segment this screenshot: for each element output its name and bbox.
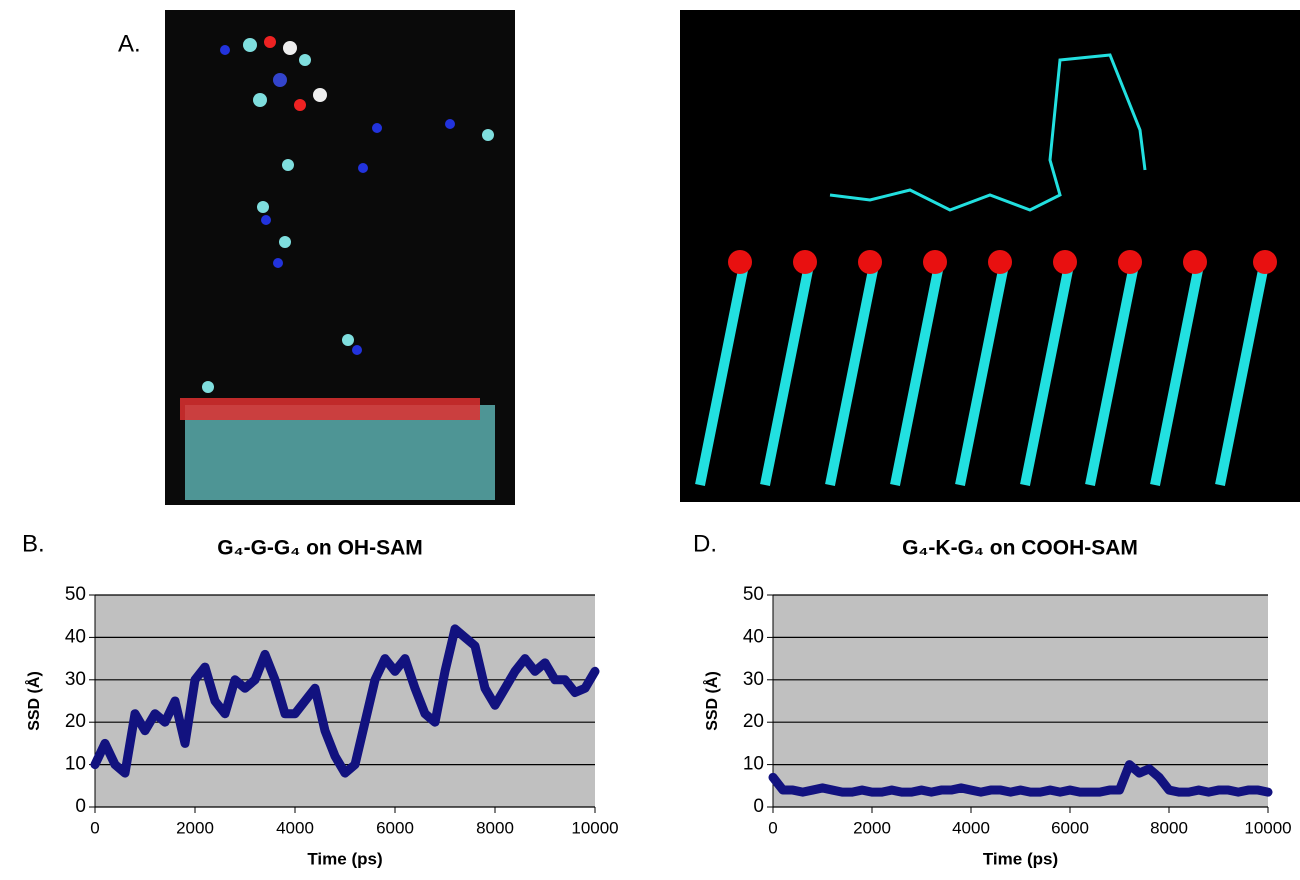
data-line [90, 624, 600, 778]
y-tick-label: 50 [743, 584, 764, 605]
x-tick-label: 0 [90, 818, 99, 837]
data-line [768, 760, 1273, 797]
x-axis-label: Time (ps) [983, 849, 1058, 868]
x-tick-label: 0 [768, 818, 777, 837]
molecule-render-a [180, 36, 495, 500]
x-tick-label: 10000 [1244, 818, 1291, 837]
y-tick-label: 30 [65, 669, 86, 690]
plot-area [773, 595, 1268, 807]
x-tick-label: 6000 [1051, 818, 1089, 837]
x-tick-label: 6000 [376, 818, 414, 837]
y-tick-label: 0 [753, 796, 764, 817]
x-tick-label: 4000 [276, 818, 314, 837]
y-tick-label: 10 [743, 754, 764, 775]
x-tick-label: 2000 [853, 818, 891, 837]
y-axis-label: SSD (Å) [702, 671, 721, 731]
sam-headgroups [728, 250, 1277, 274]
chart-title: G₄-K-G₄ on COOH-SAM [902, 537, 1138, 560]
y-tick-label: 20 [743, 711, 764, 732]
y-tick-label: 50 [65, 584, 86, 605]
y-tick-label: 40 [65, 626, 86, 647]
y-tick-label: 0 [75, 796, 86, 817]
x-axis-label: Time (ps) [307, 849, 382, 868]
y-tick-label: 30 [743, 669, 764, 690]
y-tick-label: 10 [65, 754, 86, 775]
x-tick-label: 8000 [1150, 818, 1188, 837]
panel-label: B. [22, 530, 45, 557]
chart-title: G₄-G-G₄ on OH-SAM [217, 537, 423, 560]
x-tick-label: 2000 [176, 818, 214, 837]
x-tick-label: 8000 [476, 818, 514, 837]
panel-label: A. [118, 30, 141, 57]
x-tick-label: 10000 [571, 818, 618, 837]
y-axis-label: SSD (Å) [24, 671, 43, 731]
y-tick-label: 20 [65, 711, 86, 732]
molecule-render-c [695, 53, 1270, 486]
x-tick-label: 4000 [952, 818, 990, 837]
y-tick-label: 40 [743, 626, 764, 647]
panel-label: D. [693, 530, 717, 557]
